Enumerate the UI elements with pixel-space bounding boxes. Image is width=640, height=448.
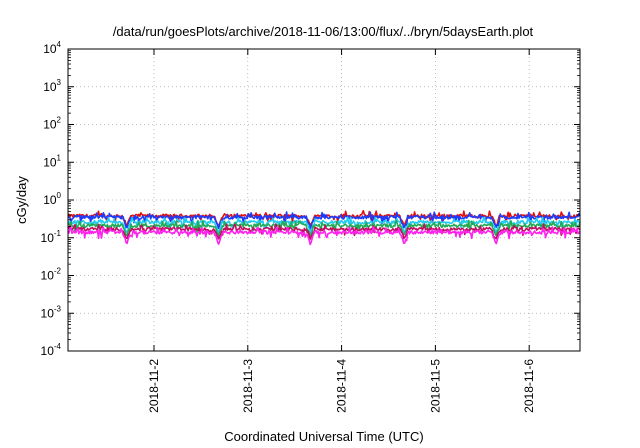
y-tick-base: 10 bbox=[43, 42, 57, 56]
y-tick-exponent: -1 bbox=[54, 229, 62, 238]
y-tick-base: 10 bbox=[43, 155, 57, 169]
y-tick-exponent: 1 bbox=[57, 153, 62, 162]
y-tick-exponent: 0 bbox=[57, 191, 62, 200]
y-tick-base: 10 bbox=[43, 80, 57, 94]
y-tick-exponent: 2 bbox=[57, 116, 62, 125]
x-ticks: 2018-11-2 2018-11-3 2018-11-4 2018-11-5 2018… bbox=[147, 49, 536, 413]
series-line bbox=[67, 216, 581, 234]
y-tick-exponent: 3 bbox=[57, 78, 62, 87]
y-tick-label: 104 bbox=[43, 40, 61, 56]
y-tick-label: 102 bbox=[43, 116, 61, 132]
y-tick-label: 100 bbox=[43, 191, 61, 207]
y-tick-exponent: -2 bbox=[54, 267, 62, 276]
y-tick-base: 10 bbox=[43, 193, 57, 207]
y-tick-label: 10-1 bbox=[41, 229, 62, 245]
grid bbox=[68, 49, 580, 351]
y-tick-base: 10 bbox=[41, 231, 55, 245]
y-tick-base: 10 bbox=[41, 269, 55, 283]
y-tick-label: 101 bbox=[43, 153, 61, 169]
x-tick-label: 2018-11-4 bbox=[335, 359, 349, 413]
series-line bbox=[67, 223, 581, 240]
y-tick-base: 10 bbox=[41, 306, 55, 320]
y-tick-base: 10 bbox=[41, 344, 55, 358]
x-tick-label: 2018-11-5 bbox=[428, 359, 442, 413]
x-axis-label: Coordinated Universal Time (UTC) bbox=[224, 429, 423, 444]
y-tick-label: 103 bbox=[43, 78, 61, 94]
y-tick-exponent: -4 bbox=[54, 342, 62, 351]
series-line bbox=[67, 211, 581, 230]
y-tick-label: 10-4 bbox=[41, 342, 62, 358]
y-tick-label: 10-2 bbox=[41, 267, 62, 283]
series-line bbox=[67, 226, 581, 246]
y-tick-base: 10 bbox=[43, 118, 57, 132]
chart-title: /data/run/goesPlots/archive/2018-11-06/1… bbox=[113, 24, 534, 39]
y-axis-label: cGy/day bbox=[14, 176, 29, 224]
y-tick-label: 10-3 bbox=[41, 304, 62, 320]
x-tick-label: 2018-11-3 bbox=[241, 359, 255, 413]
x-tick-label: 2018-11-2 bbox=[147, 359, 161, 413]
y-tick-exponent: -3 bbox=[54, 304, 62, 313]
x-tick-label: 2018-11-6 bbox=[522, 359, 536, 413]
series-group bbox=[67, 209, 581, 246]
y-tick-exponent: 4 bbox=[57, 40, 62, 49]
